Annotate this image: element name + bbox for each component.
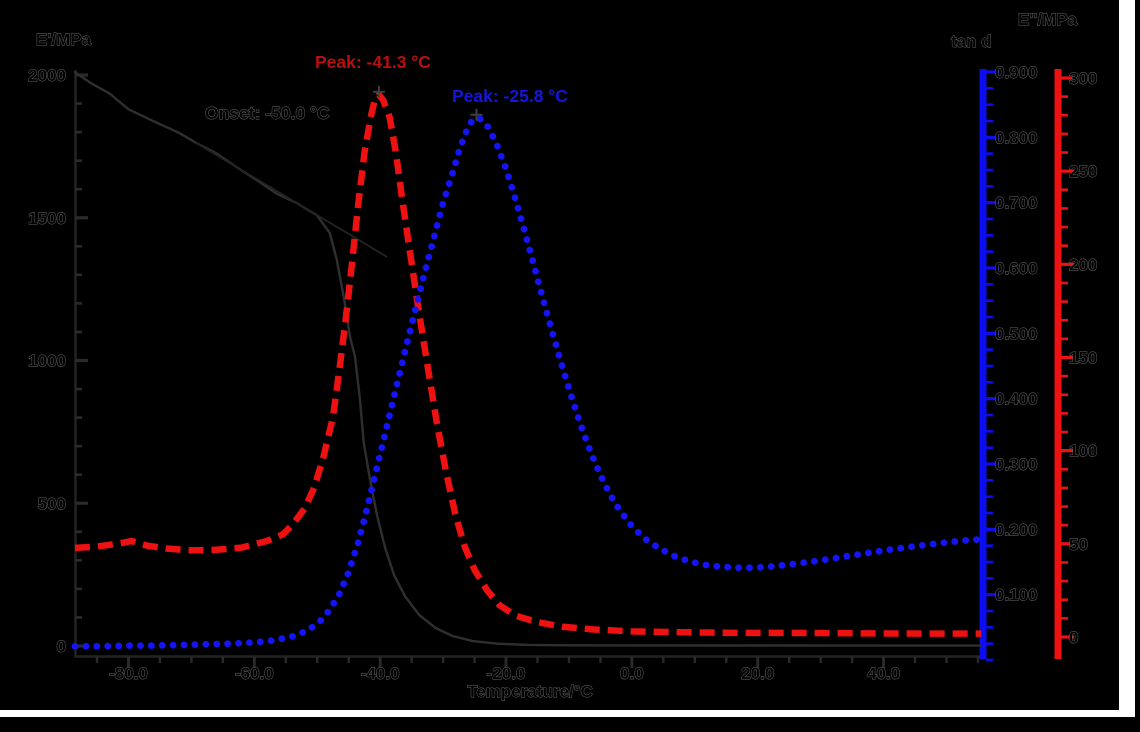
tan_delta-tick-label: 0.400	[995, 390, 1038, 409]
tan_delta-tick-label: 0.900	[995, 63, 1038, 82]
storage-tick-label: 1000	[28, 352, 66, 371]
loss-tick-label: 150	[1069, 349, 1097, 368]
tan_delta-tick-label: 0.700	[995, 194, 1038, 213]
x-tick-label: -60.0	[235, 664, 274, 683]
loss-tick-label: 100	[1069, 442, 1097, 461]
x-tick-label: -40.0	[361, 664, 400, 683]
storage-tick-label: 1500	[28, 209, 66, 228]
loss-tick-label: 200	[1069, 255, 1097, 274]
tan_delta-tick-label: 0.600	[995, 259, 1038, 278]
tick-labels-group: 05001000150020000.1000.2000.3000.4000.50…	[28, 63, 1098, 684]
tan-peak-annotation: Peak: -25.8 °C	[452, 86, 568, 106]
x-tick-label: -20.0	[487, 664, 526, 683]
x-tick-label: -80.0	[109, 664, 148, 683]
right-margin-strip	[1119, 0, 1135, 717]
series-loss-curve	[74, 91, 982, 637]
tan_delta-tick-label: 0.100	[995, 586, 1038, 605]
storage-tick-label: 2000	[28, 66, 66, 85]
tan_delta-tick-label: 0.500	[995, 324, 1038, 343]
tan_delta-tick-label: 0.300	[995, 455, 1038, 474]
x-tick-label: 20.0	[741, 664, 774, 683]
series-onset_tangent-curve	[194, 141, 388, 258]
onset-annotation: Onset: -50.0 °C	[205, 103, 330, 123]
storage-tick-label: 500	[38, 494, 66, 513]
loss-tick-label: 0	[1069, 628, 1078, 647]
series-group	[71, 70, 987, 650]
x-tick-label: 0.0	[620, 664, 644, 683]
series-tan_delta-curve	[71, 114, 987, 650]
loss-tick-label: 250	[1069, 162, 1097, 181]
loss-axis-title: E''/MPa	[1018, 10, 1078, 29]
storage-tick-label: 0	[57, 637, 66, 656]
x-tick-label: 40.0	[867, 664, 900, 683]
loss-tick-label: 50	[1069, 535, 1088, 554]
loss-peak-annotation: Peak: -41.3 °C	[315, 52, 431, 72]
tan-delta-axis-title: tan d	[951, 32, 992, 51]
storage-axis-title: E'/MPa	[36, 30, 92, 49]
peak-markers-group	[372, 85, 483, 121]
tan_delta-tick-label: 0.800	[995, 128, 1038, 147]
bottom-margin-strip	[0, 710, 1135, 717]
loss-tick-label: 300	[1069, 69, 1097, 88]
x-axis-title: Temperature/°C	[467, 682, 593, 701]
axes-group	[74, 69, 1074, 668]
tan_delta-tick-label: 0.200	[995, 520, 1038, 539]
